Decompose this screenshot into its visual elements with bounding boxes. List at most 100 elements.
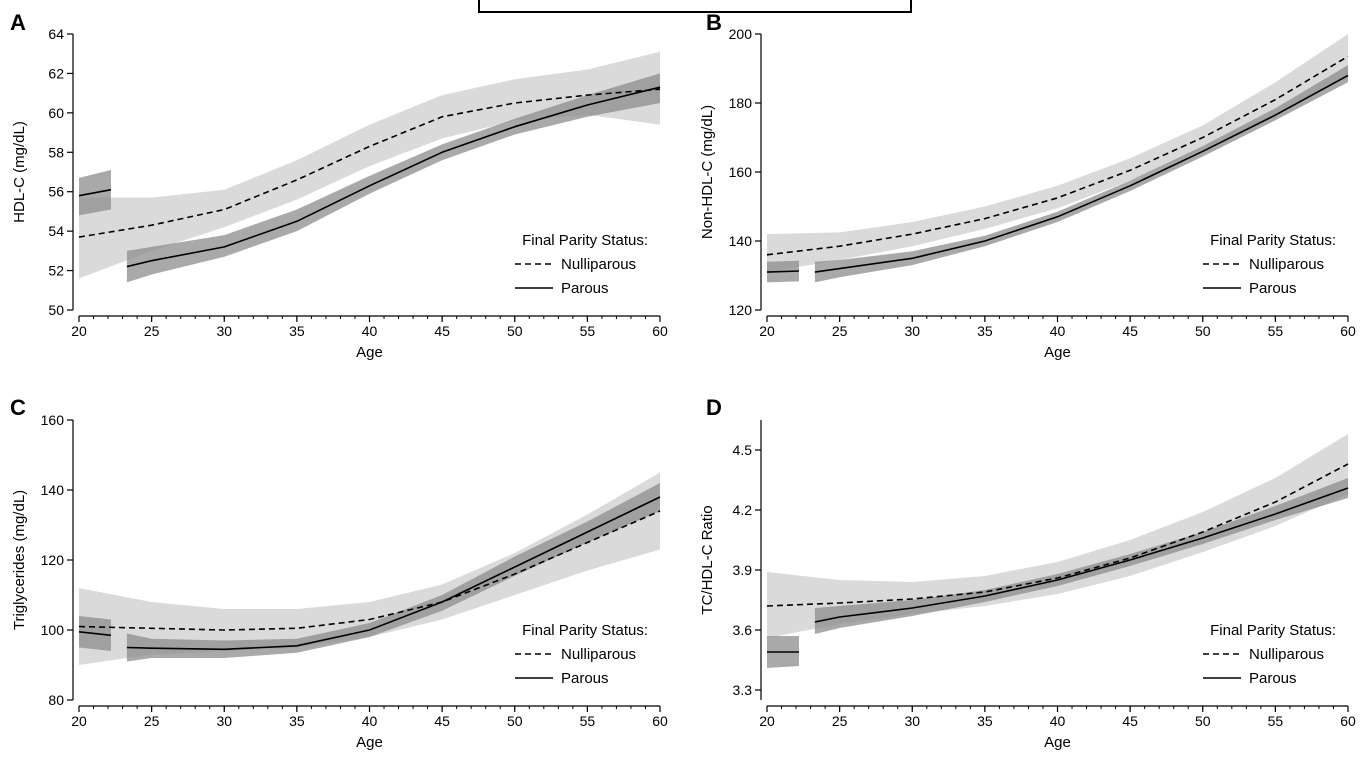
y-tick-label: 100 [41, 622, 65, 638]
series-line-nulliparous [78, 510, 661, 631]
legend-label-nulliparous: Nulliparous [1249, 256, 1324, 273]
series-line-parous [78, 188, 112, 197]
y-tick-label: 64 [48, 26, 64, 42]
panel-b: B 20 25 30 35 40 45 50 55 60 120 140 160 180 200 Age Non… [699, 10, 1356, 361]
x-tick-label: 50 [1195, 323, 1211, 339]
x-tick-label: 40 [1050, 713, 1066, 729]
legend-label-parous: Parous [561, 280, 609, 297]
y-tick-label: 3.9 [733, 562, 753, 578]
x-tick-label: 55 [1268, 323, 1284, 339]
series-line-parous [78, 631, 112, 637]
panel-d: D 20 25 30 35 40 45 50 55 60 3.3 3.6 3.9 4.2 4.5 Age TC/… [699, 395, 1356, 751]
y-tick-label: 62 [48, 65, 64, 81]
y-axis-label: TC/HDL-C Ratio [699, 505, 716, 614]
legend-label-nulliparous: Nulliparous [561, 646, 636, 663]
x-tick-label: 60 [1340, 323, 1356, 339]
header-box [478, 0, 912, 13]
series-line-parous [126, 496, 661, 651]
ci-band-parous [126, 483, 660, 662]
x-tick-label: 60 [652, 323, 668, 339]
x-tick-label: 55 [1268, 713, 1284, 729]
series-line-nulliparous [766, 463, 1349, 607]
x-tick-label: 55 [580, 713, 596, 729]
legend: Final Parity Status: Nulliparous Parous [1203, 232, 1336, 297]
x-axis-label: Age [356, 344, 383, 361]
ci-band-nulliparous [767, 34, 1348, 273]
y-tick-label: 140 [41, 482, 65, 498]
y-tick-label: 4.2 [733, 502, 753, 518]
legend-label-parous: Parous [1249, 280, 1297, 297]
panel-a: A 20 25 30 35 40 45 50 55 60 50 52 54 56 58 60 62 64 Age HD… [10, 10, 668, 361]
ci-band-nulliparous [79, 472, 660, 665]
x-tick-label: 45 [434, 323, 450, 339]
x-tick-label: 45 [1122, 323, 1138, 339]
x-tick-label: 25 [144, 323, 160, 339]
panel-letter: D [706, 395, 722, 420]
x-axis-label: Age [1044, 734, 1071, 751]
ci-band-nulliparous [767, 434, 1348, 638]
ci-band-parous [814, 478, 1348, 634]
x-tick-label: 45 [1122, 713, 1138, 729]
ci-band-parous [814, 65, 1348, 283]
x-tick-label: 20 [71, 713, 87, 729]
y-tick-label: 3.3 [733, 682, 753, 698]
y-tick-label: 50 [48, 302, 64, 318]
x-tick-label: 30 [216, 323, 232, 339]
y-tick-label: 3.6 [733, 622, 753, 638]
panel-letter: B [706, 10, 722, 35]
panel-letter: C [10, 395, 26, 420]
legend-label-parous: Parous [1249, 670, 1297, 687]
x-tick-label: 55 [580, 323, 596, 339]
panel-c: C 20 25 30 35 40 45 50 55 60 80 100 120 140 160 Age Trig… [10, 395, 668, 751]
series-line-parous [126, 86, 661, 268]
y-tick-label: 4.5 [733, 442, 753, 458]
y-tick-label: 52 [48, 263, 64, 279]
legend-title: Final Parity Status: [522, 232, 648, 249]
x-tick-label: 35 [977, 323, 993, 339]
legend-label-nulliparous: Nulliparous [1249, 646, 1324, 663]
x-tick-label: 25 [144, 713, 160, 729]
legend-label-parous: Parous [561, 670, 609, 687]
x-tick-label: 20 [759, 713, 775, 729]
y-tick-label: 60 [48, 105, 64, 121]
y-tick-label: 120 [729, 302, 753, 318]
y-tick-label: 80 [48, 692, 64, 708]
series-line-parous [814, 487, 1349, 623]
series-line-parous [814, 74, 1349, 273]
x-tick-label: 20 [759, 323, 775, 339]
y-tick-label: 160 [729, 164, 753, 180]
y-axis-label: HDL-C (mg/dL) [11, 121, 28, 223]
x-tick-label: 50 [507, 323, 523, 339]
legend-title: Final Parity Status: [1210, 232, 1336, 249]
ci-band-parous [126, 73, 660, 283]
y-axis-label: Non-HDL-C (mg/dL) [699, 105, 716, 239]
x-tick-label: 50 [507, 713, 523, 729]
x-tick-label: 25 [832, 323, 848, 339]
x-tick-label: 25 [832, 713, 848, 729]
x-axis-label: Age [1044, 344, 1071, 361]
x-tick-label: 50 [1195, 713, 1211, 729]
x-tick-label: 35 [289, 323, 305, 339]
x-tick-label: 40 [1050, 323, 1066, 339]
x-tick-label: 60 [1340, 713, 1356, 729]
x-tick-label: 30 [904, 713, 920, 729]
x-tick-label: 35 [289, 713, 305, 729]
legend-title: Final Parity Status: [522, 622, 648, 639]
y-tick-label: 58 [48, 144, 64, 160]
series-line-parous [766, 270, 800, 273]
x-axis-label: Age [356, 734, 383, 751]
legend: Final Parity Status: Nulliparous Parous [515, 622, 648, 687]
y-tick-label: 160 [41, 412, 65, 428]
y-tick-label: 54 [48, 223, 64, 239]
legend: Final Parity Status: Nulliparous Parous [1203, 622, 1336, 687]
y-tick-label: 120 [41, 552, 65, 568]
x-tick-label: 40 [362, 713, 378, 729]
panel-letter: A [10, 10, 26, 35]
y-axis-label: Triglycerides (mg/dL) [11, 490, 28, 630]
y-tick-label: 56 [48, 184, 64, 200]
x-tick-label: 30 [904, 323, 920, 339]
legend-label-nulliparous: Nulliparous [561, 256, 636, 273]
y-tick-label: 200 [729, 26, 753, 42]
